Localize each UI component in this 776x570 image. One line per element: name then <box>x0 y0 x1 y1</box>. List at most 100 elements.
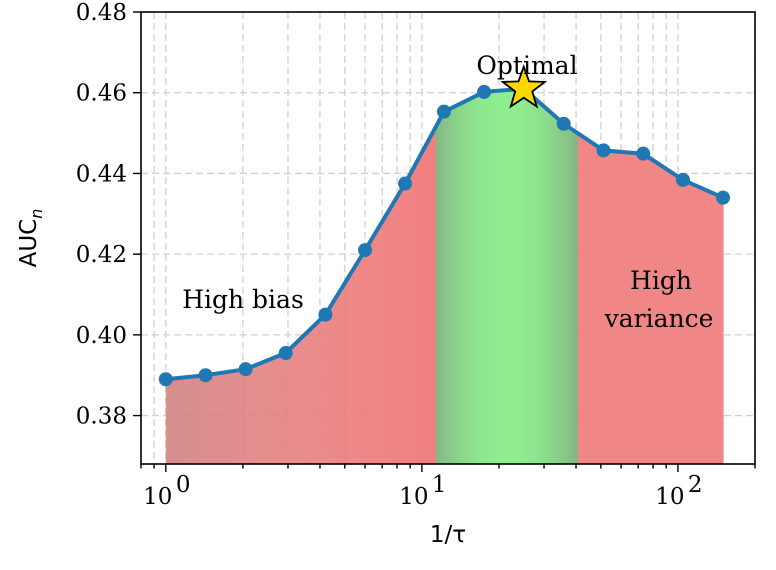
fill-shade-strip <box>455 105 459 464</box>
annotation-optimal: Optimal <box>476 51 577 80</box>
fill-strip <box>265 360 269 464</box>
fill-strip <box>205 375 209 464</box>
fill-strip <box>529 94 533 464</box>
fill-strip <box>661 166 665 464</box>
fill-strip <box>719 196 723 464</box>
fill-strip <box>459 103 463 464</box>
fill-strip <box>687 182 691 464</box>
y-axis-label-main: AUC <box>16 219 42 268</box>
fill-strip <box>219 372 223 464</box>
fill-strip <box>579 135 583 464</box>
fill-shade-strip <box>543 107 547 464</box>
fill-strip <box>511 89 515 464</box>
y-tick-label-2: 0.42 <box>76 242 127 268</box>
fill-strip <box>541 105 545 464</box>
fill-strip <box>235 370 239 464</box>
fill-strip <box>281 354 285 464</box>
fill-strip <box>659 165 663 464</box>
fill-strip <box>559 121 563 464</box>
fill-strip <box>461 102 465 464</box>
fill-strip <box>309 328 313 464</box>
fill-strip <box>199 375 203 464</box>
fill-strip <box>349 273 353 464</box>
fill-strip <box>373 233 377 464</box>
fill-strip <box>595 145 599 464</box>
fill-strip <box>375 230 379 464</box>
fill-strip <box>249 367 253 464</box>
fill-strip <box>627 152 631 464</box>
fill-strip <box>691 184 695 464</box>
fill-strip <box>569 128 573 464</box>
fill-shade-strip <box>463 101 467 464</box>
fill-strip <box>337 292 341 464</box>
fill-strip <box>549 112 553 464</box>
fill-strip <box>577 133 581 464</box>
fill-strip <box>721 197 724 464</box>
fill-strip <box>567 127 571 464</box>
fill-strip <box>485 91 489 464</box>
fill-strip <box>203 375 207 464</box>
fill-strip <box>347 276 351 464</box>
fill-strip <box>413 165 417 464</box>
fill-strip <box>479 93 483 464</box>
data-point-5 <box>358 243 373 258</box>
fill-strip <box>697 186 701 464</box>
fill-shade-strip <box>561 123 565 464</box>
fill-strip <box>423 147 427 464</box>
fill-strip <box>385 213 389 464</box>
fill-strip <box>363 250 367 464</box>
fill-strip <box>715 194 719 464</box>
fill-strip <box>463 101 467 464</box>
fill-shade-strip <box>557 119 561 464</box>
fill-strip <box>437 121 441 464</box>
fill-strip <box>507 89 511 464</box>
fill-strip <box>483 91 487 464</box>
data-point-7 <box>436 104 451 119</box>
fill-strip <box>561 123 565 464</box>
data-point-6 <box>398 176 413 191</box>
fill-shade-strip <box>541 105 545 464</box>
fill-strip <box>193 376 197 464</box>
fill-strip <box>597 147 601 464</box>
fill-strip <box>247 367 251 464</box>
fill-strip <box>245 368 249 464</box>
fill-strip <box>495 90 499 464</box>
fill-strip <box>431 132 435 464</box>
fill-strip <box>573 131 577 464</box>
annotation-variance: variance <box>604 304 714 333</box>
fill-strip <box>359 257 363 464</box>
fill-strip <box>289 348 293 464</box>
fill-strip <box>179 377 183 464</box>
fill-strip <box>681 179 685 464</box>
fill-shade-strip <box>525 91 529 464</box>
fill-strip <box>523 89 527 464</box>
fill-strip <box>689 183 693 464</box>
fill-strip <box>471 97 475 464</box>
fill-strip <box>585 139 589 464</box>
fill-strip <box>487 91 491 464</box>
fill-strip <box>539 103 543 464</box>
fill-shade-strip <box>469 98 473 464</box>
x-tick-exponent-0: 0 <box>176 472 191 498</box>
fill-strip <box>453 106 457 464</box>
fill-strip <box>399 190 403 464</box>
fill-strip <box>639 153 643 464</box>
fill-strip <box>369 240 373 464</box>
fill-strip <box>229 371 233 464</box>
fill-strip <box>717 195 721 464</box>
fill-strip <box>401 187 405 464</box>
fill-shade-strip <box>483 91 487 464</box>
fill-strip <box>705 190 709 464</box>
fill-strip <box>673 174 677 464</box>
x-tick-label-0: 10 <box>143 484 172 510</box>
fill-strip <box>441 113 445 464</box>
fill-strip <box>445 110 449 464</box>
fill-strip <box>225 372 229 464</box>
fill-strip <box>477 94 481 464</box>
fill-strip <box>317 321 321 464</box>
fill-strip <box>291 346 295 464</box>
fill-strip <box>405 180 409 464</box>
fill-strip <box>491 91 495 464</box>
y-tick-label-1: 0.40 <box>76 323 127 349</box>
fill-shade-strip <box>445 110 449 464</box>
